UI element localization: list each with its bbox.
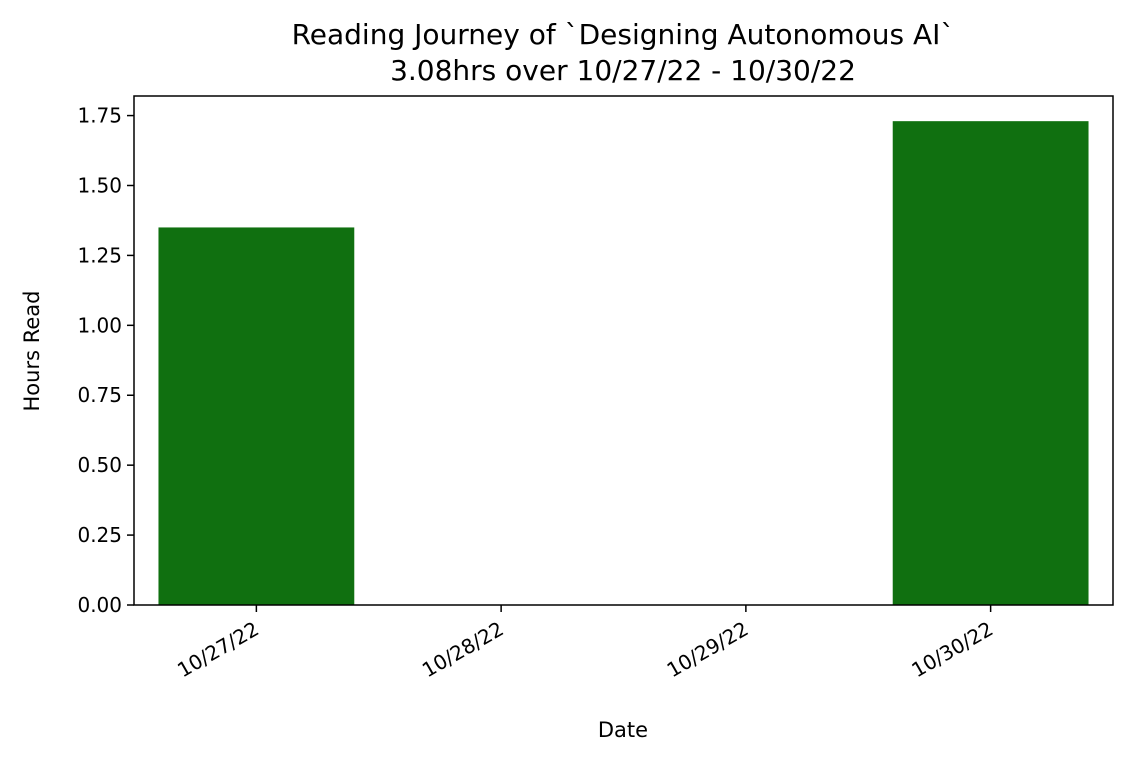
x-axis-label: Date	[598, 718, 648, 742]
x-tick-label: 10/27/22	[173, 617, 263, 683]
y-axis: 0.00 0.25 0.50 0.75 1.00 1.25 1.50 1.75	[77, 104, 134, 617]
chart-subtitle: 3.08hrs over 10/27/22 - 10/30/22	[390, 54, 856, 87]
y-tick-label: 0.25	[77, 523, 122, 547]
y-axis-label: Hours Read	[20, 291, 44, 412]
y-tick-label: 1.50	[77, 173, 122, 197]
y-tick-label: 1.25	[77, 243, 122, 267]
y-tick-label: 1.75	[77, 104, 122, 128]
bar-10-30-22	[892, 121, 1089, 606]
x-tick-label: 10/30/22	[907, 617, 997, 683]
x-axis: 10/27/22 10/28/22 10/29/22 10/30/22	[173, 605, 997, 682]
plot-frame	[133, 95, 1114, 606]
y-tick-label: 0.50	[77, 453, 122, 477]
bars-group	[158, 121, 1089, 606]
chart-title: Reading Journey of `Designing Autonomous…	[292, 18, 955, 51]
x-tick-label: 10/28/22	[418, 617, 508, 683]
y-tick-label: 0.75	[77, 383, 122, 407]
bar-10-27-22	[158, 227, 355, 605]
y-tick-label: 1.00	[77, 313, 122, 337]
y-tick-label: 0.00	[77, 593, 122, 617]
x-tick-label: 10/29/22	[663, 617, 753, 683]
